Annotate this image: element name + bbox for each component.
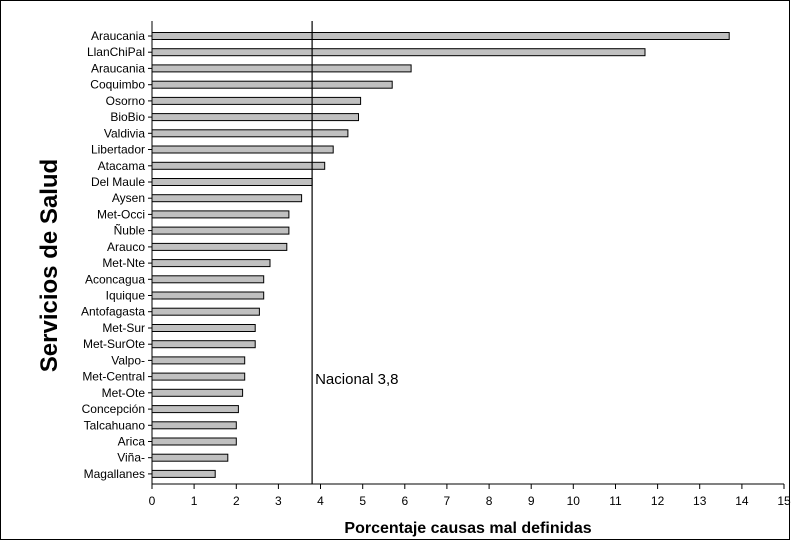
x-tick-label: 8: [486, 494, 493, 508]
x-axis-label: Porcentaje causas mal definidas: [344, 520, 591, 537]
y-axis-label: Servicios de Salud: [36, 159, 63, 372]
bar: [151, 405, 239, 414]
category-label: Arauco: [107, 240, 145, 254]
x-tick-label: 4: [317, 494, 324, 508]
x-tick-label: 3: [275, 494, 282, 508]
x-tick-label: 11: [609, 494, 622, 508]
category-label: Araucania: [91, 29, 145, 43]
category-label: Viña-: [117, 451, 145, 465]
bar: [151, 64, 412, 73]
bar: [151, 129, 349, 138]
bar: [151, 96, 362, 105]
category-label: Met-Sur: [102, 321, 145, 335]
bar: [151, 48, 646, 57]
reference-line-group: Nacional 3,8: [311, 21, 398, 484]
x-tick-label: 14: [735, 494, 749, 508]
bar: [151, 307, 260, 316]
x-tick-label: 13: [693, 494, 707, 508]
bar: [151, 226, 290, 235]
x-tick-label: 7: [444, 494, 451, 508]
bar: [151, 194, 303, 203]
category-label: BioBio: [110, 110, 145, 124]
bar: [151, 275, 265, 284]
x-tick-label: 10: [567, 494, 581, 508]
x-tick-label: 1: [191, 494, 198, 508]
category-label: Aconcagua: [85, 272, 145, 286]
category-labels: Araucania LlanChiPal Araucania Coquimbo Osor…: [81, 29, 145, 481]
x-tick-label: 9: [528, 494, 535, 508]
x-tick-label: 0: [149, 494, 156, 508]
bar: [151, 210, 290, 219]
bar: [151, 80, 393, 89]
category-label: LlanChiPal: [87, 45, 145, 59]
category-label: Coquimbo: [90, 78, 145, 92]
category-label: Valdivia: [104, 126, 145, 140]
bar: [151, 437, 237, 446]
x-tick-label: 15: [777, 494, 791, 508]
axes: [148, 21, 784, 485]
bar: [151, 388, 244, 397]
category-label: Concepción: [82, 402, 145, 416]
category-label: Osorno: [106, 94, 146, 108]
category-label: Valpo-: [111, 353, 145, 367]
x-tick-label: 2: [233, 494, 240, 508]
bar: [151, 324, 256, 332]
bar: [151, 32, 730, 40]
bar: [151, 421, 237, 430]
bars: [151, 32, 730, 478]
category-label: Araucania: [91, 61, 145, 75]
bar: [151, 469, 216, 478]
category-label: Met-Ote: [102, 386, 146, 400]
category-label: Magallanes: [84, 467, 145, 481]
bar: [151, 178, 313, 186]
category-label: Ñuble: [114, 224, 146, 238]
bar: [151, 145, 334, 154]
x-tick-label: 12: [651, 494, 665, 508]
category-label: Aysen: [112, 191, 145, 205]
x-axis-ticks: 0 1 2 3 4 5 6 7 8 9 10 11 12 13 14 15: [149, 484, 791, 508]
x-tick-label: 5: [359, 494, 366, 508]
category-label: Met-SurOte: [83, 337, 145, 351]
bar: [151, 291, 265, 300]
bar: [151, 453, 229, 462]
x-tick-label: 6: [401, 494, 408, 508]
bar: [151, 113, 359, 122]
bar: [151, 356, 246, 365]
category-label: Iquique: [106, 289, 146, 303]
category-label: Met-Central: [82, 370, 145, 384]
category-label: Met-Nte: [102, 256, 145, 270]
category-label: Del Maule: [91, 175, 145, 189]
bar: [151, 372, 246, 381]
category-label: Arica: [118, 435, 146, 449]
reference-line-label: Nacional 3,8: [315, 371, 398, 388]
bar: [151, 259, 271, 268]
bar: [151, 242, 288, 251]
category-label: Talcahuano: [84, 418, 146, 432]
category-label: Atacama: [98, 159, 146, 173]
bar: [151, 340, 256, 349]
category-label: Antofagasta: [81, 305, 145, 319]
bar: [151, 161, 326, 170]
category-label: Met-Occi: [97, 207, 145, 221]
category-label: Libertador: [91, 143, 145, 157]
